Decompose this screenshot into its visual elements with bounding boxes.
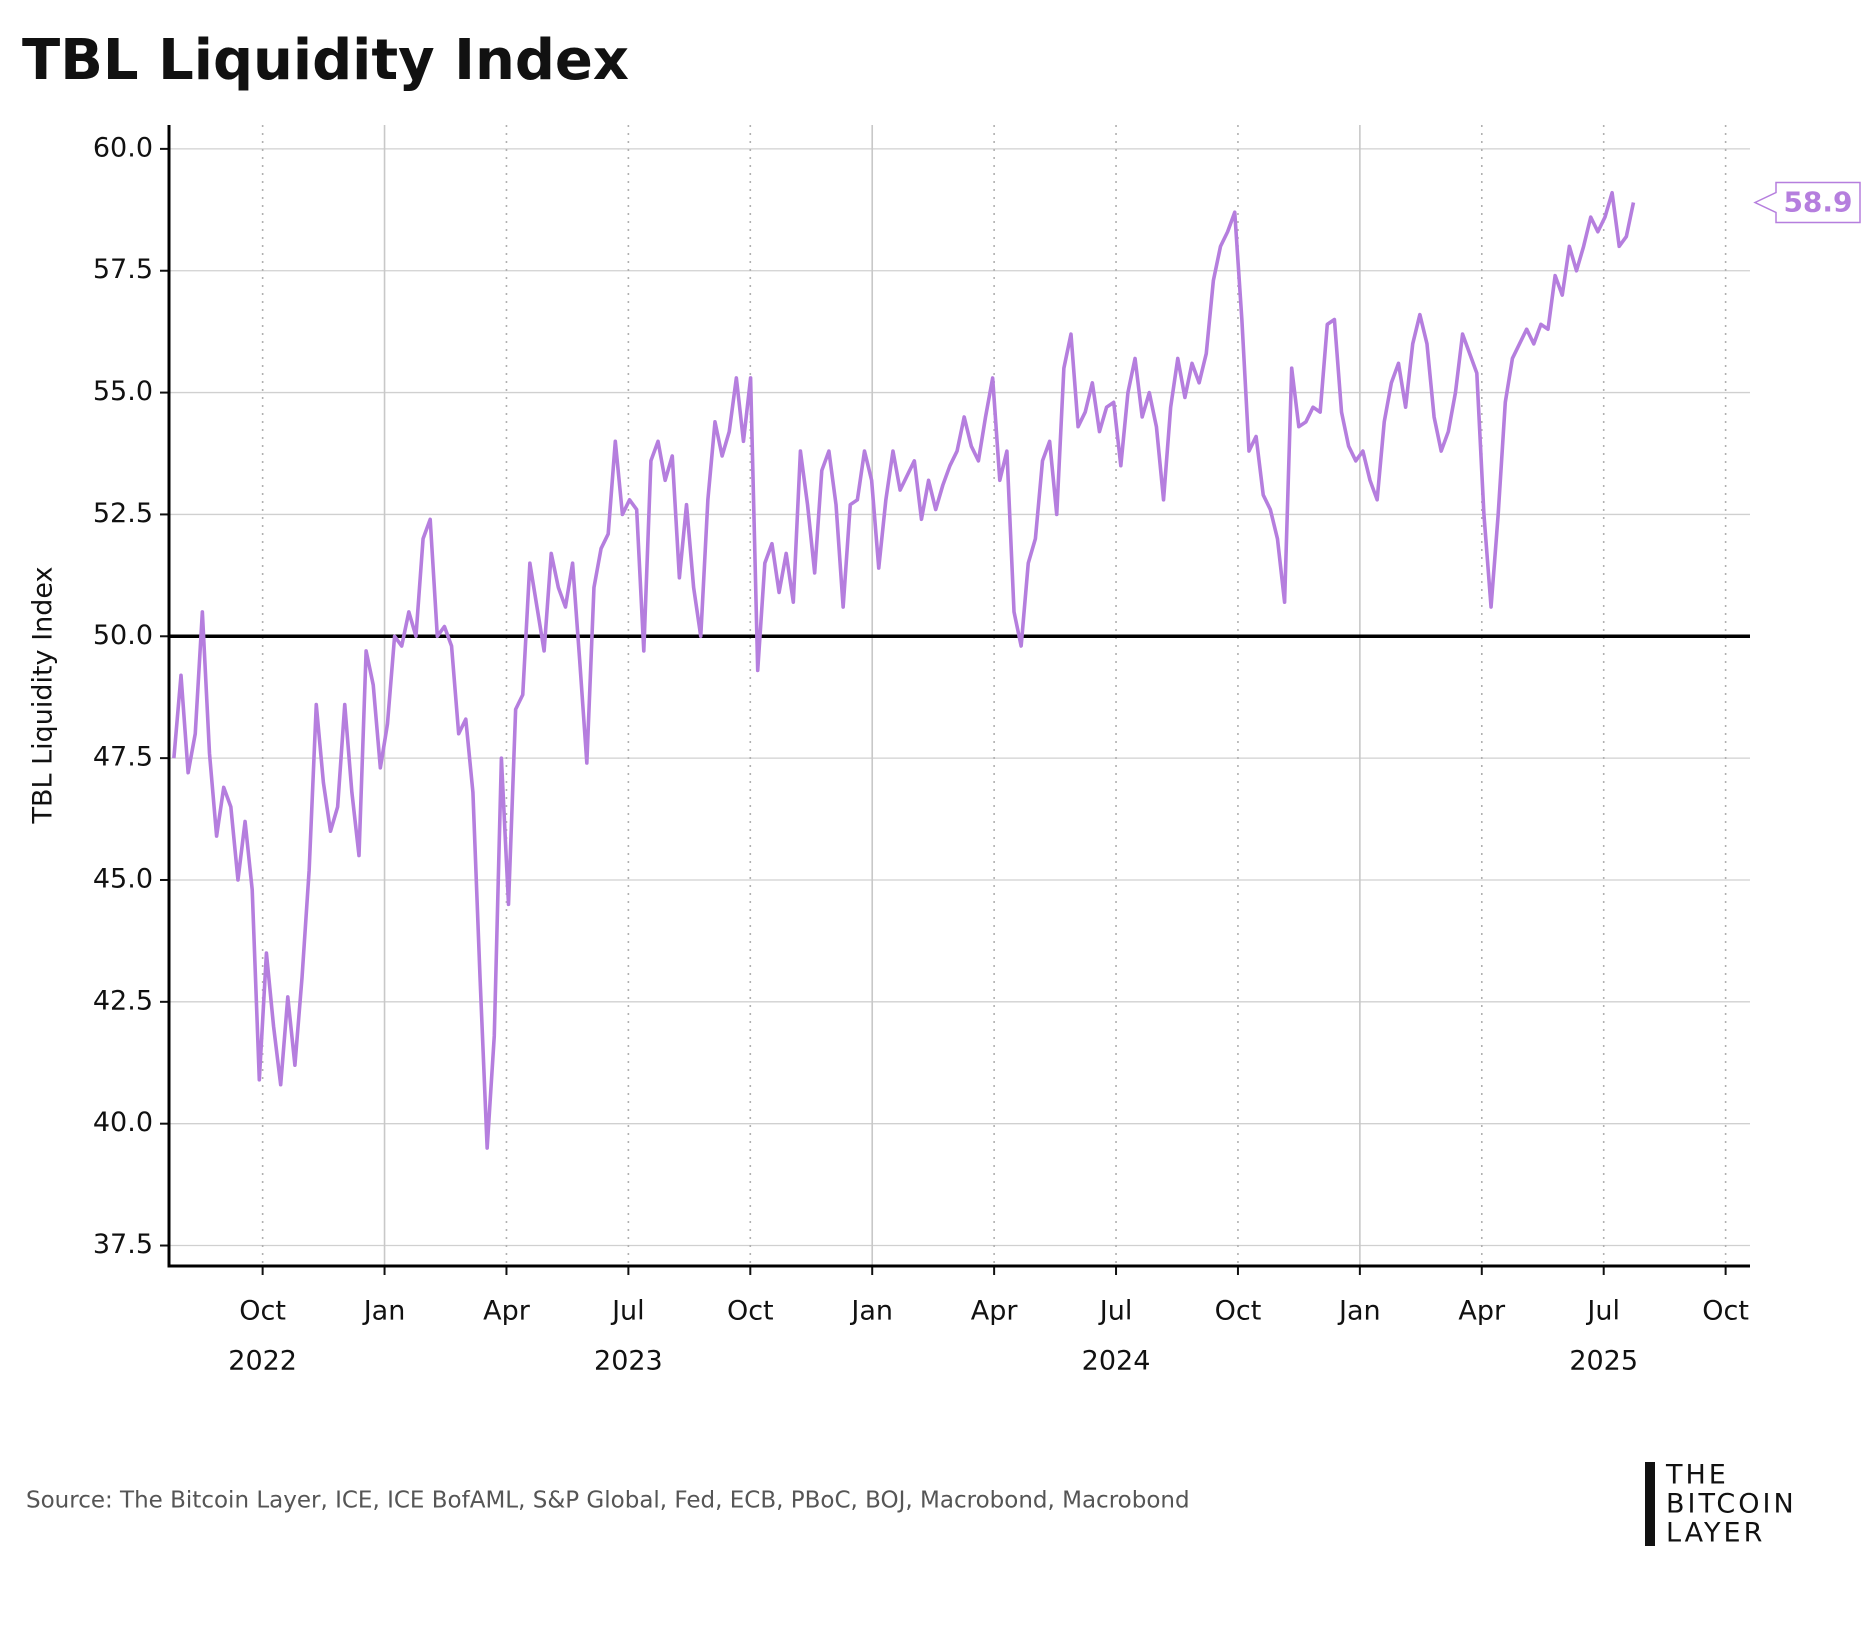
y-tick-label: 60.0 [93, 132, 153, 163]
logo-text: THE [1665, 1460, 1729, 1491]
logo-text: LAYER [1666, 1518, 1765, 1549]
y-tick-label: 55.0 [93, 376, 153, 407]
chart-title: TBL Liquidity Index [22, 28, 629, 93]
x-tick-label: Jan [362, 1296, 406, 1327]
x-year-label: 2022 [228, 1346, 297, 1377]
y-tick-label: 57.5 [93, 254, 153, 285]
source-note: Source: The Bitcoin Layer, ICE, ICE BofA… [26, 1488, 1190, 1514]
logo-bar [1645, 1462, 1655, 1546]
x-tick-label: Oct [1702, 1296, 1749, 1327]
y-tick-label: 47.5 [93, 742, 153, 773]
x-tick-label: Oct [727, 1296, 774, 1327]
last-value-label: 58.9 [1783, 185, 1852, 218]
x-tick-label: Jul [1585, 1296, 1620, 1327]
y-tick-label: 45.0 [93, 863, 153, 894]
y-tick-label: 42.5 [93, 985, 153, 1016]
logo-text: BITCOIN [1666, 1489, 1797, 1520]
x-tick-label: Apr [1458, 1296, 1506, 1327]
x-tick-label: Jan [849, 1296, 893, 1327]
x-year-label: 2023 [594, 1346, 663, 1377]
x-tick-label: Oct [1215, 1296, 1262, 1327]
data-line [172, 190, 1636, 1150]
y-tick-label: 50.0 [93, 620, 153, 651]
y-tick-label: 52.5 [93, 498, 153, 529]
y-tick-label: 37.5 [93, 1229, 153, 1260]
x-tick-label: Apr [483, 1296, 531, 1327]
x-year-label: 2025 [1569, 1346, 1638, 1377]
x-tick-label: Jul [1098, 1296, 1133, 1327]
x-tick-label: Apr [971, 1296, 1019, 1327]
y-tick-label: 40.0 [93, 1107, 153, 1138]
x-tick-label: Oct [239, 1296, 286, 1327]
x-year-label: 2024 [1082, 1346, 1151, 1377]
last-value-box [1753, 181, 1861, 224]
x-tick-label: Jul [610, 1296, 645, 1327]
x-tick-label: Jan [1337, 1296, 1381, 1327]
y-axis-label: TBL Liquidity Index [28, 566, 59, 824]
